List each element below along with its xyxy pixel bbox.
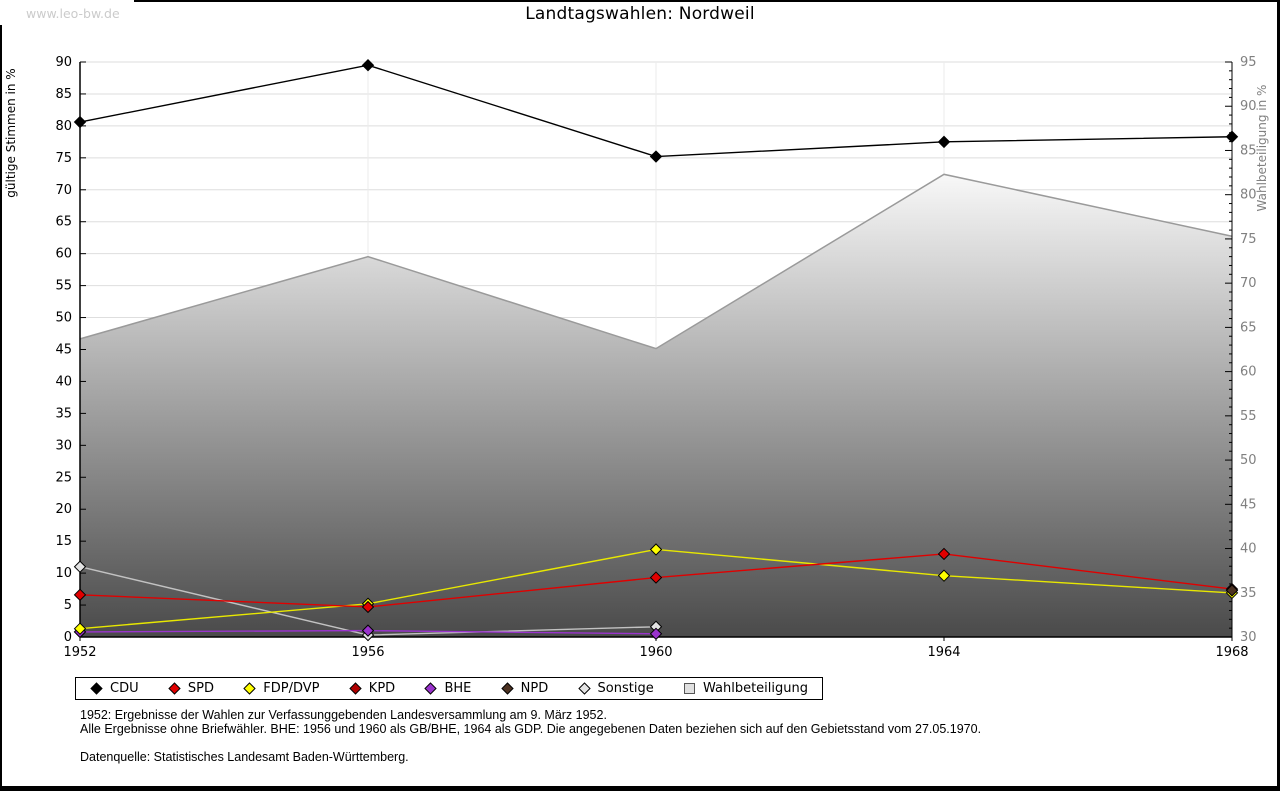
- legend-label: Wahlbeteiligung: [702, 681, 808, 696]
- svg-text:70: 70: [55, 183, 72, 198]
- svg-text:45: 45: [55, 343, 72, 358]
- legend-label: CDU: [110, 681, 139, 696]
- svg-text:85: 85: [55, 87, 72, 102]
- svg-text:1960: 1960: [639, 645, 672, 660]
- data-point-spd-1952: [73, 588, 87, 602]
- data-point-spd-1956: [361, 600, 375, 614]
- legend-label: KPD: [368, 681, 396, 696]
- npd-diamond-icon: [500, 682, 514, 695]
- svg-text:45: 45: [1240, 497, 1257, 512]
- legend-item-wahlbeteiligung: Wahlbeteiligung: [683, 681, 808, 696]
- sonstige-diamond-icon: [577, 682, 591, 695]
- data-point-bhe-1960: [649, 627, 663, 641]
- svg-text:90: 90: [55, 55, 72, 70]
- turnout-area: [80, 174, 1232, 637]
- svg-text:1964: 1964: [927, 645, 960, 660]
- series-spd: [73, 547, 1239, 614]
- svg-text:50: 50: [1240, 453, 1257, 468]
- data-point-npd-1968: [1225, 584, 1239, 597]
- data-point-fdp-dvp-1960: [649, 543, 663, 556]
- legend-item-kpd: KPD: [349, 681, 395, 696]
- y-axis-right: 30 35 40 45 50 55 60 65 70 75 80 85 90 95: [1225, 55, 1257, 645]
- svg-text:25: 25: [55, 470, 72, 485]
- legend-label: NPD: [520, 681, 549, 696]
- data-point-spd-1960: [649, 571, 663, 584]
- legend-label: SPD: [187, 681, 214, 696]
- svg-text:60: 60: [55, 247, 72, 262]
- data-point-fdp-dvp-1952: [73, 622, 87, 635]
- svg-text:65: 65: [1240, 320, 1257, 335]
- svg-text:55: 55: [55, 279, 72, 294]
- svg-text:95: 95: [1240, 55, 1257, 70]
- chart-canvas: 0 5 10 15 20 25 30 35 40 45 50 55 60 65 70 75 80 85 90 30 35…: [4, 55, 1269, 660]
- svg-text:50: 50: [55, 311, 72, 326]
- chart-title: Landtagswahlen: Nordweil: [525, 4, 755, 24]
- turnout-square-icon: [683, 683, 695, 694]
- y-axis-left: 0 5 10 15 20 25 30 35 40 45 50 55 60 65 70 75 80 85 90: [55, 55, 86, 645]
- svg-text:40: 40: [55, 374, 72, 389]
- x-axis: 1952 1956 1960 1964 1968: [63, 637, 1249, 660]
- svg-text:40: 40: [1240, 542, 1257, 557]
- chart-legend: CDU SPD FDP/DVP KPD BHE NPD Sonstige Wahlbeteil…: [75, 677, 823, 700]
- y-axis-label-right: Wahlbeteiligung in %: [1255, 85, 1269, 212]
- svg-text:85: 85: [1240, 143, 1257, 158]
- legend-item-spd: SPD: [168, 681, 214, 696]
- fdp-dvp-diamond-icon: [243, 682, 256, 695]
- svg-text:65: 65: [55, 215, 72, 230]
- svg-text:70: 70: [1240, 276, 1257, 291]
- data-point-cdu-1952: [73, 115, 87, 129]
- svg-text:90: 90: [1240, 99, 1257, 114]
- legend-item-bhe: BHE: [424, 681, 471, 696]
- data-point-fdp-dvp-1964: [937, 569, 951, 582]
- legend-item-fdp-dvp: FDP/DVP: [243, 681, 320, 696]
- svg-text:80: 80: [55, 119, 72, 134]
- svg-text:1952: 1952: [63, 645, 96, 660]
- svg-text:1968: 1968: [1215, 645, 1248, 660]
- election-chart-svg: 0 5 10 15 20 25 30 35 40 45 50 55 60 65 70 75 80 85 90 30 35…: [4, 55, 1269, 660]
- spd-diamond-icon: [168, 682, 181, 695]
- data-point-cdu-1964: [937, 135, 951, 149]
- data-point-cdu-1960: [649, 150, 663, 163]
- series-cdu: [73, 58, 1239, 163]
- legend-item-npd: NPD: [500, 681, 549, 696]
- kpd-diamond-icon: [349, 682, 362, 695]
- cdu-diamond-icon: [90, 682, 103, 695]
- legend-label: Sonstige: [597, 681, 654, 696]
- svg-text:5: 5: [64, 598, 72, 613]
- svg-text:10: 10: [55, 566, 72, 581]
- legend-label: FDP/DVP: [263, 681, 320, 696]
- svg-text:55: 55: [1240, 409, 1257, 424]
- svg-text:80: 80: [1240, 188, 1257, 203]
- legend-item-sonstige: Sonstige: [577, 681, 654, 696]
- svg-text:30: 30: [55, 438, 72, 453]
- svg-text:35: 35: [1240, 586, 1257, 601]
- data-point-cdu-1968: [1225, 130, 1239, 143]
- bhe-diamond-icon: [424, 682, 438, 695]
- svg-text:35: 35: [55, 406, 72, 421]
- watermark: www.leo-bw.de: [0, 0, 134, 25]
- series-npd: [1225, 584, 1239, 597]
- footnotes: 1952: Ergebnisse der Wahlen zur Verfassu…: [80, 708, 982, 765]
- svg-text:60: 60: [1240, 365, 1257, 380]
- legend-label: BHE: [444, 681, 472, 696]
- footnote-source: Datenquelle: Statistisches Landesamt Bad…: [80, 750, 409, 764]
- svg-text:75: 75: [1240, 232, 1257, 247]
- data-point-cdu-1956: [361, 58, 375, 72]
- footnote-line: 1952: Ergebnisse der Wahlen zur Verfassu…: [80, 708, 607, 722]
- svg-text:15: 15: [55, 534, 72, 549]
- svg-text:0: 0: [64, 630, 72, 645]
- svg-text:75: 75: [55, 151, 72, 166]
- legend-item-cdu: CDU: [90, 681, 139, 696]
- svg-text:30: 30: [1240, 630, 1257, 645]
- svg-text:1956: 1956: [351, 645, 384, 660]
- svg-text:20: 20: [55, 502, 72, 517]
- footnote-line: Alle Ergebnisse ohne Briefwähler. BHE: 1…: [80, 721, 982, 736]
- turnout-line: [79, 173, 1233, 350]
- data-point-bhe-1956: [361, 624, 375, 637]
- data-point-sonstige-1952: [73, 560, 87, 573]
- data-point-spd-1964: [937, 547, 951, 561]
- y-axis-label-left: gültige Stimmen in %: [4, 68, 18, 197]
